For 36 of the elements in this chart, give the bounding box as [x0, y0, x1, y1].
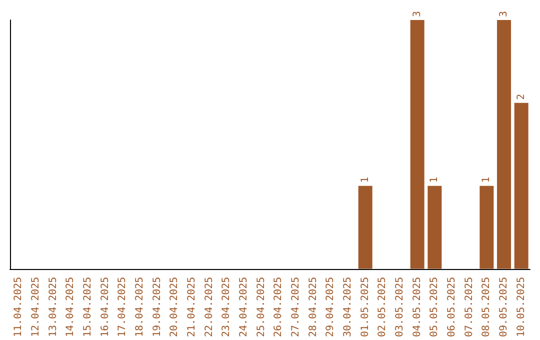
x-tick-label: 14.04.2025	[65, 276, 76, 338]
x-tick-label: 24.04.2025	[238, 276, 250, 338]
x-tick-label: 01.05.2025	[360, 276, 371, 338]
x-tick-label: 21.04.2025	[186, 276, 198, 338]
x-tick-label: 23.04.2025	[221, 276, 232, 338]
x-tick-label: 16.04.2025	[100, 276, 111, 338]
x-tick-label: 27.04.2025	[290, 276, 302, 338]
x-tick-label: 10.05.2025	[516, 276, 527, 338]
x-tick-label: 13.04.2025	[48, 276, 59, 338]
x-tick-label: 19.04.2025	[152, 276, 163, 338]
data-label: 2	[516, 94, 527, 100]
x-tick-label: 15.04.2025	[82, 276, 94, 338]
data-label: 3	[412, 10, 423, 17]
x-tick-label: 26.04.2025	[273, 276, 284, 338]
x-tick-label: 18.04.2025	[134, 276, 146, 338]
x-tick-label: 09.05.2025	[498, 276, 510, 338]
x-tick-label: 02.05.2025	[377, 276, 388, 338]
x-tick-label: 03.05.2025	[394, 276, 406, 338]
data-label: 3	[498, 10, 510, 17]
x-tick-label: 12.04.2025	[30, 276, 42, 338]
data-label: 1	[429, 176, 440, 183]
x-tick-label: 29.04.2025	[325, 276, 336, 338]
x-tick-label: 07.05.2025	[464, 276, 475, 338]
x-tick-label: 11.04.2025	[13, 276, 24, 338]
data-label: 1	[481, 176, 492, 183]
x-tick-label: 20.04.2025	[169, 276, 180, 338]
x-tick-label: 06.05.2025	[446, 276, 458, 338]
x-tick-label: 08.05.2025	[481, 276, 492, 338]
x-tick-label: 30.04.2025	[342, 276, 354, 338]
x-tick-label: 25.04.2025	[256, 276, 267, 338]
data-label: 1	[360, 176, 371, 183]
x-tick-label: 28.04.2025	[308, 276, 319, 338]
x-tick-label: 22.04.2025	[204, 276, 215, 338]
x-tick-label: 17.04.2025	[117, 276, 128, 338]
x-tick-label: 05.05.2025	[429, 276, 440, 338]
x-tick-label: 04.05.2025	[412, 276, 423, 338]
